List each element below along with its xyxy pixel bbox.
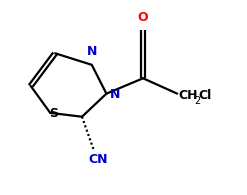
Text: N: N (86, 45, 97, 58)
Text: 2: 2 (194, 96, 201, 106)
Text: Cl: Cl (198, 89, 211, 102)
Text: O: O (138, 12, 148, 24)
Text: N: N (110, 88, 121, 101)
Text: S: S (49, 107, 58, 120)
Text: CH: CH (178, 89, 198, 102)
Text: CN: CN (88, 153, 108, 167)
